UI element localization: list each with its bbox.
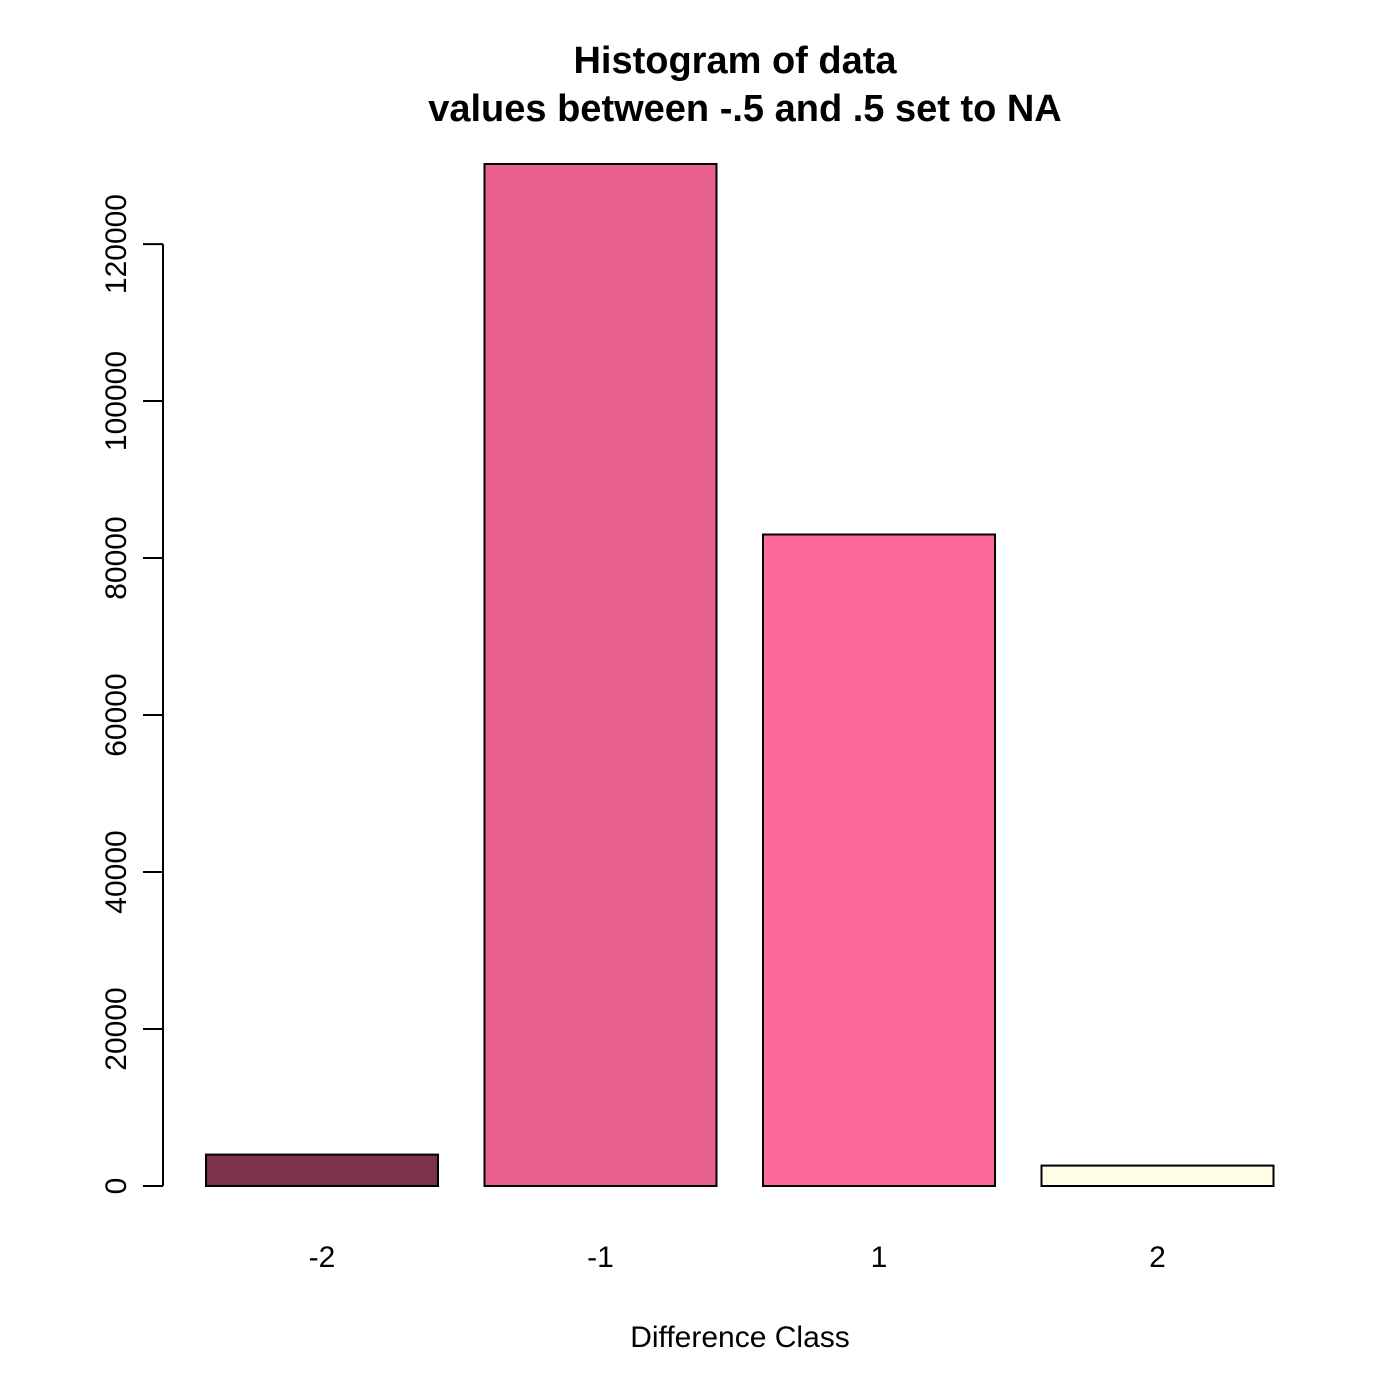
y-tick-label: 120000: [100, 194, 133, 294]
y-tick-label: 20000: [100, 987, 133, 1070]
bar--1: [483, 163, 718, 1187]
y-tick-label: 60000: [100, 673, 133, 756]
x-axis-label: Difference Class: [630, 1321, 850, 1354]
chart-title: Histogram of data: [573, 40, 897, 82]
bar-1: [762, 533, 996, 1187]
y-axis: 0 20000 40000 60000 80000 100000 120000: [100, 194, 164, 1195]
chart-subtitle: values between -.5 and .5 set to NA: [428, 88, 1062, 130]
bars: [205, 163, 1275, 1188]
y-tick-label: 40000: [100, 830, 133, 913]
x-axis-labels: -2 -1 1 2: [309, 1241, 1166, 1274]
x-tick-label: -2: [309, 1241, 336, 1274]
x-tick-label: -1: [587, 1241, 614, 1274]
bar--2: [205, 1153, 439, 1188]
y-tick-label: 100000: [100, 351, 133, 451]
y-tick-label: 80000: [100, 516, 133, 599]
x-tick-label: 2: [1149, 1241, 1166, 1274]
y-tick-label: 0: [100, 1178, 133, 1195]
x-tick-label: 1: [871, 1241, 888, 1274]
bar-2: [1040, 1164, 1275, 1188]
